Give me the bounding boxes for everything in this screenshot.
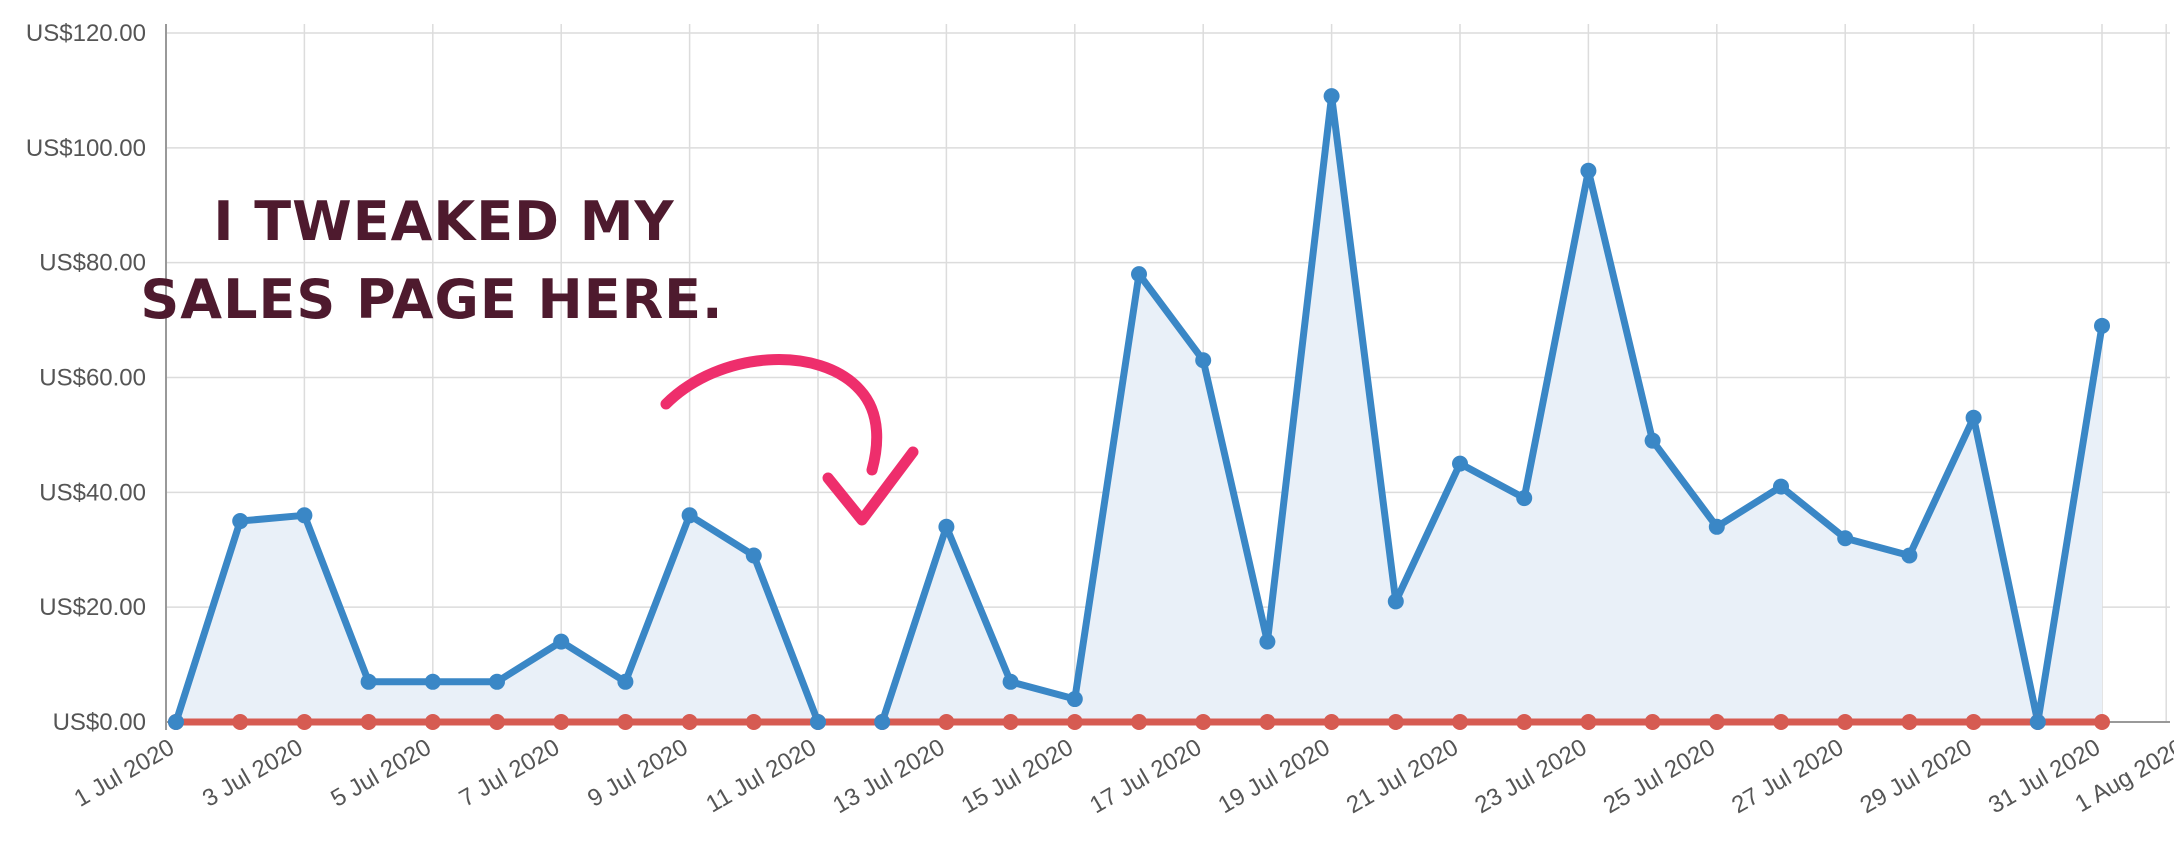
series-0-point xyxy=(938,518,955,535)
series-1-point xyxy=(938,714,955,730)
series-0-point xyxy=(296,507,313,524)
series-0-point xyxy=(489,673,505,690)
x-tick-label: 23 Jul 2020 xyxy=(1470,734,1591,819)
series-0-point xyxy=(2094,317,2110,334)
series-1-point xyxy=(1580,714,1597,730)
series-0-point xyxy=(424,673,441,690)
x-tick-label: 5 Jul 2020 xyxy=(326,734,435,813)
x-tick-label: 17 Jul 2020 xyxy=(1085,734,1206,819)
annotation-arrow-head xyxy=(822,446,919,526)
y-tick-label: US$120.00 xyxy=(26,20,146,47)
series-0-point xyxy=(360,673,377,690)
series-1-point xyxy=(1644,714,1661,730)
series-0-point xyxy=(1259,633,1276,650)
y-tick-label: US$60.00 xyxy=(39,365,146,392)
series-1-point xyxy=(232,714,249,730)
x-tick-label: 25 Jul 2020 xyxy=(1599,734,1720,819)
x-axis-ticks: 1 Jul 2020 3 Jul 2020 5 Jul 2020 7 Jul 2020… xyxy=(70,734,2174,819)
x-tick-label: 29 Jul 2020 xyxy=(1856,734,1977,819)
series-0-point xyxy=(617,673,634,690)
series-0-point xyxy=(1837,530,1854,547)
y-tick-label: US$40.00 xyxy=(39,479,146,506)
x-tick-label: 15 Jul 2020 xyxy=(957,734,1078,819)
x-tick-label: 11 Jul 2020 xyxy=(702,734,821,819)
series-0-point xyxy=(1452,455,1468,472)
series-0-point xyxy=(553,633,570,650)
y-tick-label: US$0.00 xyxy=(53,709,146,736)
x-tick-label: 27 Jul 2020 xyxy=(1727,734,1848,819)
series-0-point xyxy=(1066,691,1083,708)
series-1-point xyxy=(617,714,634,730)
series-0-point xyxy=(745,547,762,564)
series-0-point xyxy=(1773,478,1789,495)
annotation: I TWEAKED MY SALES PAGE HERE. xyxy=(140,190,919,526)
series-1-point xyxy=(1516,714,1533,730)
y-tick-label: US$80.00 xyxy=(39,250,146,277)
series-0-point xyxy=(1323,88,1340,105)
annotation-text-line-1: I TWEAKED MY xyxy=(213,190,674,253)
series-layer xyxy=(168,88,2110,730)
series-1-point xyxy=(1452,714,1468,730)
series-1-point xyxy=(1901,714,1918,730)
y-axis-ticks: US$0.00 US$20.00 US$40.00 US$60.00 US$80.00 U… xyxy=(26,20,146,736)
series-1-point xyxy=(1323,714,1340,730)
series-1-point xyxy=(1259,714,1276,730)
x-tick-label: 13 Jul 2020 xyxy=(828,734,949,819)
x-tick-label: 21 Jul 2020 xyxy=(1342,734,1463,819)
series-0-point xyxy=(1516,490,1533,507)
series-0-point xyxy=(1195,352,1212,369)
series-1-point xyxy=(1708,714,1725,730)
series-0-point xyxy=(681,507,698,524)
series-0-point xyxy=(1002,673,1019,690)
series-1-point xyxy=(1387,714,1404,730)
series-1-point xyxy=(1195,714,1212,730)
series-1-point xyxy=(681,714,698,730)
series-1-point xyxy=(1066,714,1083,730)
series-0-point xyxy=(1901,547,1918,564)
series-0-point xyxy=(2029,714,2046,730)
series-0-point xyxy=(1131,266,1147,283)
series-0-point xyxy=(1644,432,1661,449)
x-tick-label: 1 Jul 2020 xyxy=(70,734,179,813)
x-tick-label: 19 Jul 2020 xyxy=(1214,734,1335,819)
series-0-point xyxy=(1387,593,1404,610)
series-1-point xyxy=(2094,714,2110,730)
series-1-point xyxy=(1002,714,1019,730)
series-0-point xyxy=(1708,518,1725,535)
x-tick-label: 3 Jul 2020 xyxy=(198,734,307,813)
series-1-point xyxy=(1131,714,1147,730)
y-tick-label: US$100.00 xyxy=(26,135,146,162)
series-1-point xyxy=(424,714,441,730)
series-1-point xyxy=(489,714,505,730)
series-1-point xyxy=(553,714,570,730)
x-tick-label: 7 Jul 2020 xyxy=(455,734,564,813)
series-0-point xyxy=(874,714,891,730)
series-0-area xyxy=(176,96,2102,723)
series-1-point xyxy=(1965,714,1982,730)
series-1-point xyxy=(745,714,762,730)
series-0-point xyxy=(232,513,249,530)
x-tick-label: 9 Jul 2020 xyxy=(583,734,692,813)
series-1-point xyxy=(1773,714,1789,730)
series-0-point xyxy=(168,714,184,730)
series-0-point xyxy=(1580,162,1597,179)
series-0-point xyxy=(1965,409,1982,426)
series-1-point xyxy=(1837,714,1854,730)
y-tick-label: US$20.00 xyxy=(39,594,146,621)
series-1-point xyxy=(296,714,313,730)
annotation-arrow-curve xyxy=(660,354,883,476)
series-1-point xyxy=(360,714,377,730)
annotation-text-line-2: SALES PAGE HERE. xyxy=(140,268,723,331)
series-0-point xyxy=(810,714,826,730)
